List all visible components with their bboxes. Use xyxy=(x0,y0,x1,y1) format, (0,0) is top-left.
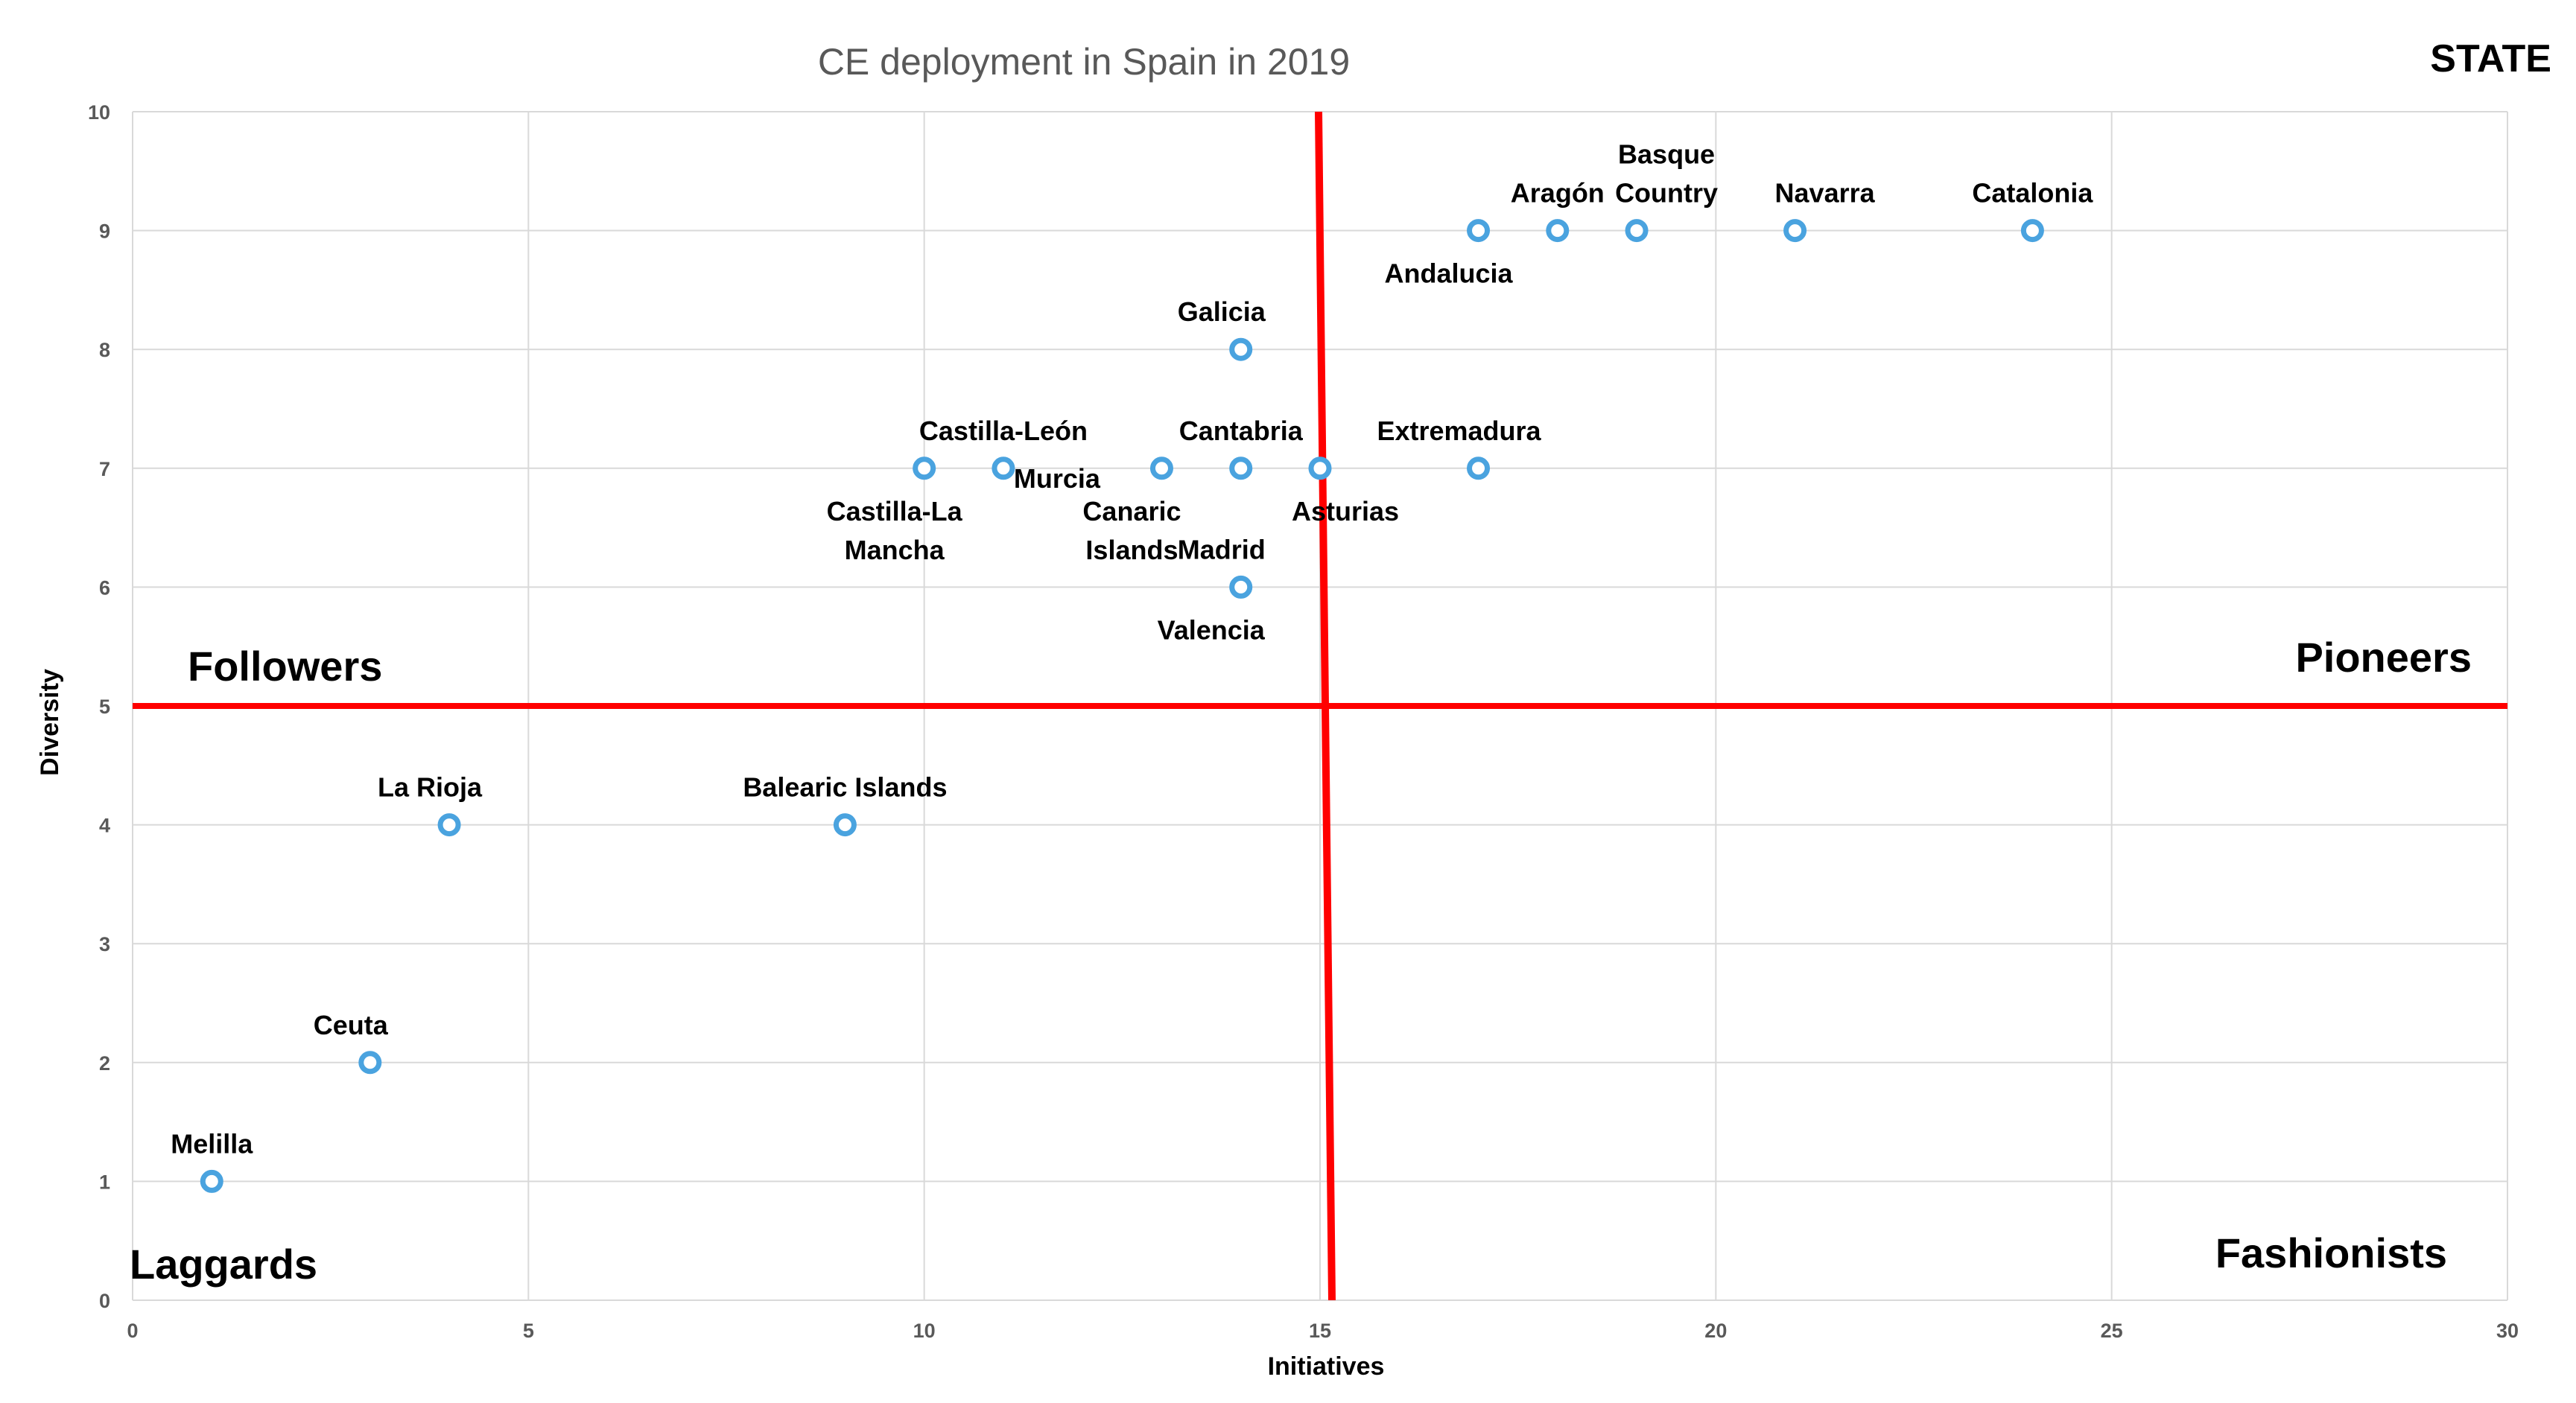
y-axis-label: Diversity xyxy=(36,669,64,776)
x-tick-label: 5 xyxy=(523,1320,534,1342)
y-tick-label: 6 xyxy=(99,576,110,599)
point-label: Galicia xyxy=(1178,296,1266,327)
point-label: Mancha xyxy=(845,535,945,565)
data-point xyxy=(2020,219,2044,243)
y-tick-label: 1 xyxy=(99,1171,110,1193)
y-tick-label: 5 xyxy=(99,696,110,718)
x-tick-label: 15 xyxy=(1309,1320,1331,1342)
y-tick-label: 10 xyxy=(88,101,110,124)
x-tick-label: 10 xyxy=(913,1320,936,1342)
data-point xyxy=(1467,219,1491,243)
state-label: STATE xyxy=(2430,37,2551,80)
y-tick-label: 7 xyxy=(99,458,110,480)
tick-labels: 0 5 10 15 20 25 30 0 1 2 3 4 5 6 7 8 9 10 xyxy=(88,101,2519,1342)
point-label: Andalucia xyxy=(1385,258,1514,289)
data-point xyxy=(992,456,1015,480)
quadrant-label-followers: Followers xyxy=(188,643,382,690)
point-label: Castilla-León xyxy=(919,416,1088,446)
y-tick-label: 8 xyxy=(99,339,110,361)
point-label: Catalonia xyxy=(1972,178,2093,209)
data-points xyxy=(200,219,2044,1193)
x-tick-label: 25 xyxy=(2101,1320,2123,1342)
y-tick-label: 4 xyxy=(99,815,110,837)
point-label: Cantabria xyxy=(1179,416,1304,446)
quadrant-dividers xyxy=(133,111,2507,1301)
quadrant-label-pioneers: Pioneers xyxy=(2295,634,2472,681)
data-point xyxy=(200,1169,223,1193)
x-tick-label: 30 xyxy=(2496,1320,2519,1342)
data-point xyxy=(1229,337,1253,361)
point-labels: Andalucia Aragón Basque Country Navarra Catal… xyxy=(171,139,2093,1159)
point-label: Extremadura xyxy=(1377,416,1541,446)
data-point xyxy=(358,1051,382,1075)
x-tick-label: 20 xyxy=(1704,1320,1727,1342)
point-label: La Rioja xyxy=(378,772,483,803)
point-label: Canaric xyxy=(1082,496,1181,526)
point-label: Islands xyxy=(1085,535,1178,565)
point-label: Melilla xyxy=(171,1128,253,1159)
data-point xyxy=(1308,456,1332,480)
quadrant-label-fashionists: Fashionists xyxy=(2215,1229,2447,1276)
point-label: Basque xyxy=(1618,139,1715,170)
quadrant-label-laggards: Laggards xyxy=(130,1241,317,1288)
data-point xyxy=(1229,456,1253,480)
data-point xyxy=(1467,456,1491,480)
point-label: Country xyxy=(1615,178,1718,209)
data-point xyxy=(1149,456,1173,480)
point-label: Ceuta xyxy=(314,1010,389,1040)
data-point xyxy=(437,813,461,837)
data-point xyxy=(913,456,936,480)
point-label: Castilla-La xyxy=(827,496,963,526)
y-tick-label: 3 xyxy=(99,933,110,955)
point-label: Balearic Islands xyxy=(743,772,947,803)
data-point xyxy=(1229,575,1253,599)
point-label: Murcia xyxy=(1014,463,1101,494)
y-tick-label: 9 xyxy=(99,220,110,243)
y-tick-label: 2 xyxy=(99,1052,110,1075)
chart-title: CE deployment in Spain in 2019 xyxy=(818,41,1350,83)
point-label: Madrid xyxy=(1178,534,1266,564)
data-point xyxy=(1625,219,1649,243)
x-axis-label: Initiatives xyxy=(1268,1352,1385,1381)
y-tick-label: 0 xyxy=(99,1290,110,1312)
point-label: Aragón xyxy=(1511,178,1605,209)
vertical-divider-line xyxy=(1315,111,1336,1301)
x-tick-label: 0 xyxy=(127,1320,138,1342)
point-label: Valencia xyxy=(1158,614,1266,645)
data-point xyxy=(1546,219,1570,243)
point-label: Asturias xyxy=(1292,496,1399,526)
data-point xyxy=(1783,219,1807,243)
point-label: Navarra xyxy=(1775,178,1876,209)
data-point xyxy=(833,813,857,837)
